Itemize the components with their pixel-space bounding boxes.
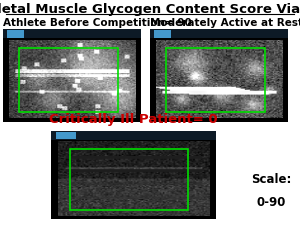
Text: Scale:: Scale: [251, 172, 292, 185]
Text: Moderately Active at Rest= 65: Moderately Active at Rest= 65 [150, 18, 300, 28]
Bar [56, 133, 76, 140]
Bar [166, 49, 265, 112]
Bar [154, 31, 171, 38]
Bar [70, 150, 188, 210]
Text: 0-90: 0-90 [257, 195, 286, 208]
Text: Critically Ill Patient= 0: Critically Ill Patient= 0 [49, 113, 218, 126]
Bar [7, 31, 24, 38]
Text: Athlete Before Competition= 90: Athlete Before Competition= 90 [3, 18, 192, 28]
Bar [150, 30, 288, 39]
Text: Skeletal Muscle Glycogen Content Score Via U/S: Skeletal Muscle Glycogen Content Score V… [0, 3, 300, 16]
Bar [3, 30, 141, 39]
Bar [19, 49, 118, 112]
Bar [51, 132, 216, 140]
